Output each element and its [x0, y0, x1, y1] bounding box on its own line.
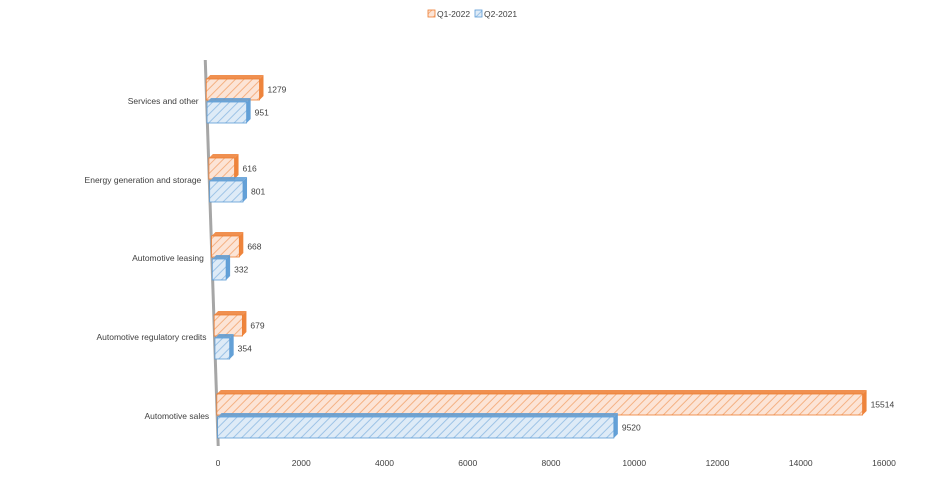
bar-top-q1-2022-energy-generation-and-storage: [208, 154, 239, 158]
data-label-q2-2021-automotive-regulatory-credits: 354: [238, 344, 252, 354]
data-label-q2-2021-automotive-sales: 9520: [622, 423, 641, 433]
bar-top-q1-2022-services-and-other: [206, 75, 264, 79]
x-tick-label-0: 0: [216, 458, 221, 468]
legend-label-q1-2022: Q1-2022: [437, 9, 470, 19]
value-labels: 15514 9520 679 354 668 332 616 801 1279 951: [234, 85, 894, 433]
x-axis-ticks: 0 2000 4000 6000 8000 10000 12000 14000 16000: [216, 458, 896, 468]
data-label-q1-2022-automotive-sales: 15514: [871, 400, 895, 410]
category-labels: Automotive sales Automotive regulatory cr…: [85, 96, 210, 421]
bar-side-q1-2022-energy-generation-and-storage: [234, 154, 239, 179]
legend-swatch-q2-2021: [474, 9, 483, 18]
bar-q1-2022-energy-generation-and-storage: [208, 157, 235, 180]
bar-top-q1-2022-automotive-sales: [216, 390, 867, 394]
bar-top-q2-2021-automotive-leasing: [212, 255, 231, 259]
bar-side-q1-2022-automotive-sales: [862, 390, 867, 415]
x-tick-label-8000: 8000: [542, 458, 561, 468]
x-tick-label-2000: 2000: [292, 458, 311, 468]
legend-item-q1-2022: Q1-2022: [427, 9, 470, 19]
x-tick-label-6000: 6000: [458, 458, 477, 468]
bar-side-q2-2021-automotive-leasing: [226, 255, 231, 280]
data-label-q2-2021-energy-generation-and-storage: 801: [251, 187, 265, 197]
bar-top-q2-2021-automotive-sales: [217, 413, 618, 417]
bar-side-q2-2021-services-and-other: [246, 98, 251, 123]
legend-label-q2-2021: Q2-2021: [484, 9, 517, 19]
data-label-q1-2022-automotive-regulatory-credits: 679: [250, 321, 264, 331]
bar-q1-2022-automotive-sales: [216, 393, 863, 416]
data-label-q2-2021-automotive-leasing: 332: [234, 265, 248, 275]
bar-top-q1-2022-automotive-leasing: [211, 232, 244, 236]
category-label-automotive-leasing: Automotive leasing: [132, 253, 204, 263]
data-label-q1-2022-energy-generation-and-storage: 616: [243, 164, 257, 174]
x-tick-label-12000: 12000: [706, 458, 730, 468]
x-tick-label-4000: 4000: [375, 458, 394, 468]
bar-side-q1-2022-automotive-leasing: [239, 232, 244, 257]
bar-q2-2021-automotive-regulatory-credits: [214, 337, 231, 360]
category-label-automotive-sales: Automotive sales: [144, 411, 209, 421]
category-label-services-and-other: Services and other: [128, 96, 199, 106]
x-tick-label-10000: 10000: [622, 458, 646, 468]
x-tick-label-16000: 16000: [872, 458, 896, 468]
data-label-q2-2021-services-and-other: 951: [255, 108, 269, 118]
bar-side-q2-2021-automotive-sales: [613, 413, 618, 438]
bar-q2-2021-services-and-other: [206, 101, 248, 124]
legend-item-q2-2021: Q2-2021: [474, 9, 517, 19]
x-tick-label-14000: 14000: [789, 458, 813, 468]
category-label-automotive-regulatory-credits: Automotive regulatory credits: [96, 332, 206, 342]
bar-side-q1-2022-services-and-other: [259, 75, 264, 100]
bar-q1-2022-automotive-leasing: [211, 235, 240, 258]
bar-top-q2-2021-automotive-regulatory-credits: [214, 334, 234, 338]
bar-q1-2022-automotive-regulatory-credits: [213, 314, 243, 337]
bar-top-q2-2021-energy-generation-and-storage: [209, 177, 248, 181]
bar-top-q1-2022-automotive-regulatory-credits: [214, 311, 247, 315]
legend: Q1-2022 Q2-2021: [427, 9, 517, 19]
bar-q2-2021-energy-generation-and-storage: [209, 180, 244, 203]
bar-top-q2-2021-services-and-other: [207, 98, 251, 102]
bars: [205, 75, 867, 439]
bar-q2-2021-automotive-sales: [217, 416, 615, 439]
category-label-energy-generation-and-storage: Energy generation and storage: [85, 175, 202, 185]
bar-side-q1-2022-automotive-regulatory-credits: [242, 311, 247, 336]
bar-side-q2-2021-energy-generation-and-storage: [243, 177, 248, 202]
bar-q1-2022-services-and-other: [205, 78, 260, 101]
bar-side-q2-2021-automotive-regulatory-credits: [229, 334, 234, 359]
data-label-q1-2022-services-and-other: 1279: [267, 85, 286, 95]
legend-swatch-q1-2022: [427, 9, 436, 18]
data-label-q1-2022-automotive-leasing: 668: [247, 242, 261, 252]
bar-q2-2021-automotive-leasing: [211, 258, 227, 281]
